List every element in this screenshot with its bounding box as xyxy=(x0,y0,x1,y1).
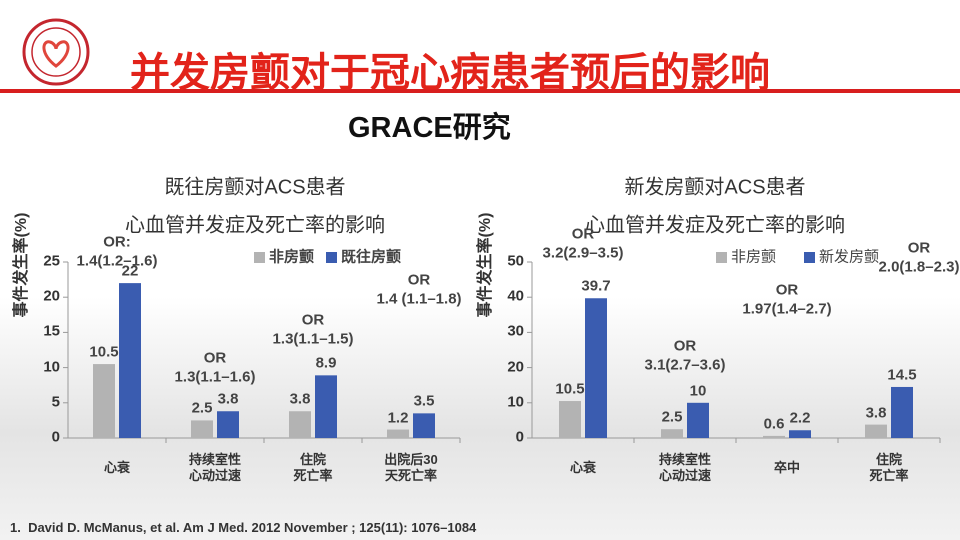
y-tick-label: 20 xyxy=(43,287,60,305)
y-axis-label: 事件发生率(%) xyxy=(477,212,494,318)
chart-title: 新发房颤对ACS患者 xyxy=(624,176,806,199)
bar xyxy=(191,420,213,438)
bar xyxy=(763,435,785,438)
annotation: OR 3.1(2.7–3.6) xyxy=(644,337,726,373)
y-tick-label: 15 xyxy=(43,323,60,341)
legend-label: 非房颤 xyxy=(269,248,315,266)
bar xyxy=(865,424,887,438)
annotation: OR 1.3(1.1–1.6) xyxy=(174,349,256,385)
bar xyxy=(413,413,435,438)
legend-swatch xyxy=(254,252,265,263)
bar xyxy=(289,411,311,438)
bar xyxy=(891,386,913,438)
y-tick-label: 5 xyxy=(51,393,60,411)
annotation: OR 1.4 (1.1–1.8) xyxy=(376,271,462,307)
bar xyxy=(387,429,409,438)
y-tick-label: 10 xyxy=(507,393,524,411)
data-label: 3.5 xyxy=(413,392,435,410)
bar xyxy=(687,402,709,438)
data-label: 14.5 xyxy=(887,366,917,384)
legend-swatch xyxy=(716,252,727,263)
data-label: 0.6 xyxy=(763,415,785,433)
y-tick-label: 40 xyxy=(507,287,524,305)
y-tick-label: 50 xyxy=(507,252,524,270)
y-tick-label: 25 xyxy=(43,252,60,270)
data-label: 39.7 xyxy=(581,277,611,295)
data-label: 2.5 xyxy=(661,408,683,426)
bar xyxy=(559,401,581,438)
y-tick-label: 10 xyxy=(43,358,60,376)
y-tick-label: 30 xyxy=(507,323,524,341)
annotation: OR 1.97(1.4–2.7) xyxy=(742,281,832,317)
chart-title: 既往房颤对ACS患者 xyxy=(164,176,346,199)
x-tick-label: 出院后30 天死亡率 xyxy=(384,451,438,483)
x-tick-label: 住院 死亡率 xyxy=(869,451,909,483)
x-tick-label: 持续室性 心动过速 xyxy=(188,451,242,483)
y-tick-label: 0 xyxy=(51,428,60,446)
data-label: 10.5 xyxy=(89,343,119,361)
bar xyxy=(93,364,115,438)
x-tick-label: 心衰 xyxy=(569,459,597,475)
data-label: 3.8 xyxy=(217,390,239,408)
x-tick-label: 卒中 xyxy=(773,459,801,475)
data-label: 8.9 xyxy=(315,354,337,372)
data-label: 2.2 xyxy=(789,409,811,427)
slide-title: 并发房颤对于冠心病患者预后的影响 xyxy=(130,51,770,95)
annotation: OR 3.2(2.9–3.5) xyxy=(542,225,624,261)
logo xyxy=(22,18,90,86)
annotation: OR: 1.4(1.2–1.6) xyxy=(76,233,158,269)
bar xyxy=(119,283,141,438)
legend-label: 新发房颤 xyxy=(819,248,880,266)
data-label: 1.2 xyxy=(387,409,409,427)
legend-label: 非房颤 xyxy=(731,248,777,266)
y-axis-label: 事件发生率(%) xyxy=(13,212,30,318)
bar xyxy=(217,411,239,438)
legend-swatch xyxy=(326,252,337,263)
legend-swatch xyxy=(804,252,815,263)
x-tick-label: 住院 死亡率 xyxy=(293,451,333,483)
legend-label: 既往房颤 xyxy=(341,248,402,266)
bar xyxy=(661,429,683,438)
x-tick-label: 心衰 xyxy=(103,459,131,475)
bar xyxy=(585,298,607,438)
x-tick-label: 持续室性 心动过速 xyxy=(658,451,712,483)
data-label: 10 xyxy=(689,382,707,400)
bar xyxy=(789,430,811,438)
bar xyxy=(315,375,337,438)
data-label: 3.8 xyxy=(289,390,311,408)
y-tick-label: 0 xyxy=(515,428,524,446)
annotation: OR 1.3(1.1–1.5) xyxy=(272,311,354,347)
chart-title: 心血管并发症及死亡率的影响 xyxy=(125,214,385,237)
annotation: OR 2.0(1.8–2.3) xyxy=(878,239,960,275)
chart-title: 心血管并发症及死亡率的影响 xyxy=(585,214,845,237)
y-tick-label: 20 xyxy=(507,358,524,376)
footnote: 1. David D. McManus, et al. Am J Med. 20… xyxy=(10,520,477,535)
data-label: 22 xyxy=(121,262,139,280)
slide-subtitle: GRACE研究 xyxy=(348,112,511,144)
data-label: 10.5 xyxy=(555,380,585,398)
data-label: 2.5 xyxy=(191,400,213,418)
data-label: 3.8 xyxy=(865,404,887,422)
